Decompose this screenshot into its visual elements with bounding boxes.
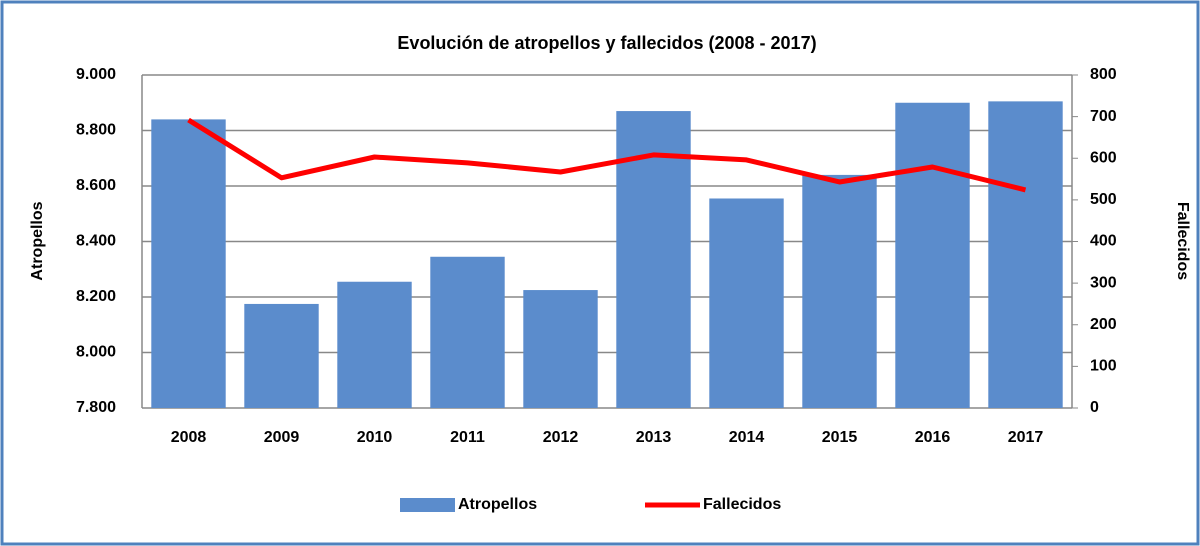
line <box>187 117 1027 193</box>
y2-tick-label: 200 <box>1090 316 1117 333</box>
x-tick-label: 2014 <box>729 429 765 446</box>
x-tick-label: 2013 <box>636 429 672 446</box>
x-tick-label: 2011 <box>450 429 485 446</box>
x-tick-label: 2015 <box>822 429 858 446</box>
x-tick-label: 2016 <box>915 429 951 446</box>
bar <box>523 290 598 408</box>
legend-label: Fallecidos <box>703 496 781 513</box>
y2-tick-label: 400 <box>1090 233 1117 250</box>
y2-tick-label: 300 <box>1090 274 1117 291</box>
y-tick-label: 8.400 <box>76 233 116 250</box>
y2-tick-label: 500 <box>1090 191 1117 208</box>
legend-label: Atropellos <box>458 496 537 513</box>
x-tick-label: 2017 <box>1008 429 1044 446</box>
x-tick-label: 2012 <box>543 429 579 446</box>
y-axis-label: Atropellos <box>29 201 46 280</box>
y2-tick-label: 800 <box>1090 66 1117 83</box>
y-tick-label: 8.200 <box>76 288 116 305</box>
y-tick-label: 7.800 <box>76 399 116 416</box>
bar <box>151 119 226 409</box>
y2-tick-label: 600 <box>1090 149 1117 166</box>
y2-axis-label: Fallecidos <box>1174 202 1191 280</box>
legend-swatch <box>400 498 455 512</box>
bar <box>709 198 784 408</box>
y2-tick-label: 700 <box>1090 108 1117 125</box>
x-tick-label: 2009 <box>264 429 300 446</box>
x-tick-label: 2010 <box>357 429 393 446</box>
bar <box>244 303 319 408</box>
bar <box>895 102 970 408</box>
y2-tick-label: 100 <box>1090 358 1117 375</box>
bar <box>430 256 505 408</box>
y-tick-label: 8.800 <box>76 122 116 139</box>
bar <box>802 174 877 408</box>
bar <box>988 101 1063 409</box>
y-tick-label: 8.000 <box>76 344 116 361</box>
chart-title: Evolución de atropellos y fallecidos (20… <box>397 33 816 53</box>
x-tick-label: 2008 <box>171 429 207 446</box>
y-tick-label: 9.000 <box>76 66 116 83</box>
bar <box>337 281 412 408</box>
y2-tick-label: 0 <box>1090 399 1099 416</box>
y-tick-label: 8.600 <box>76 177 116 194</box>
